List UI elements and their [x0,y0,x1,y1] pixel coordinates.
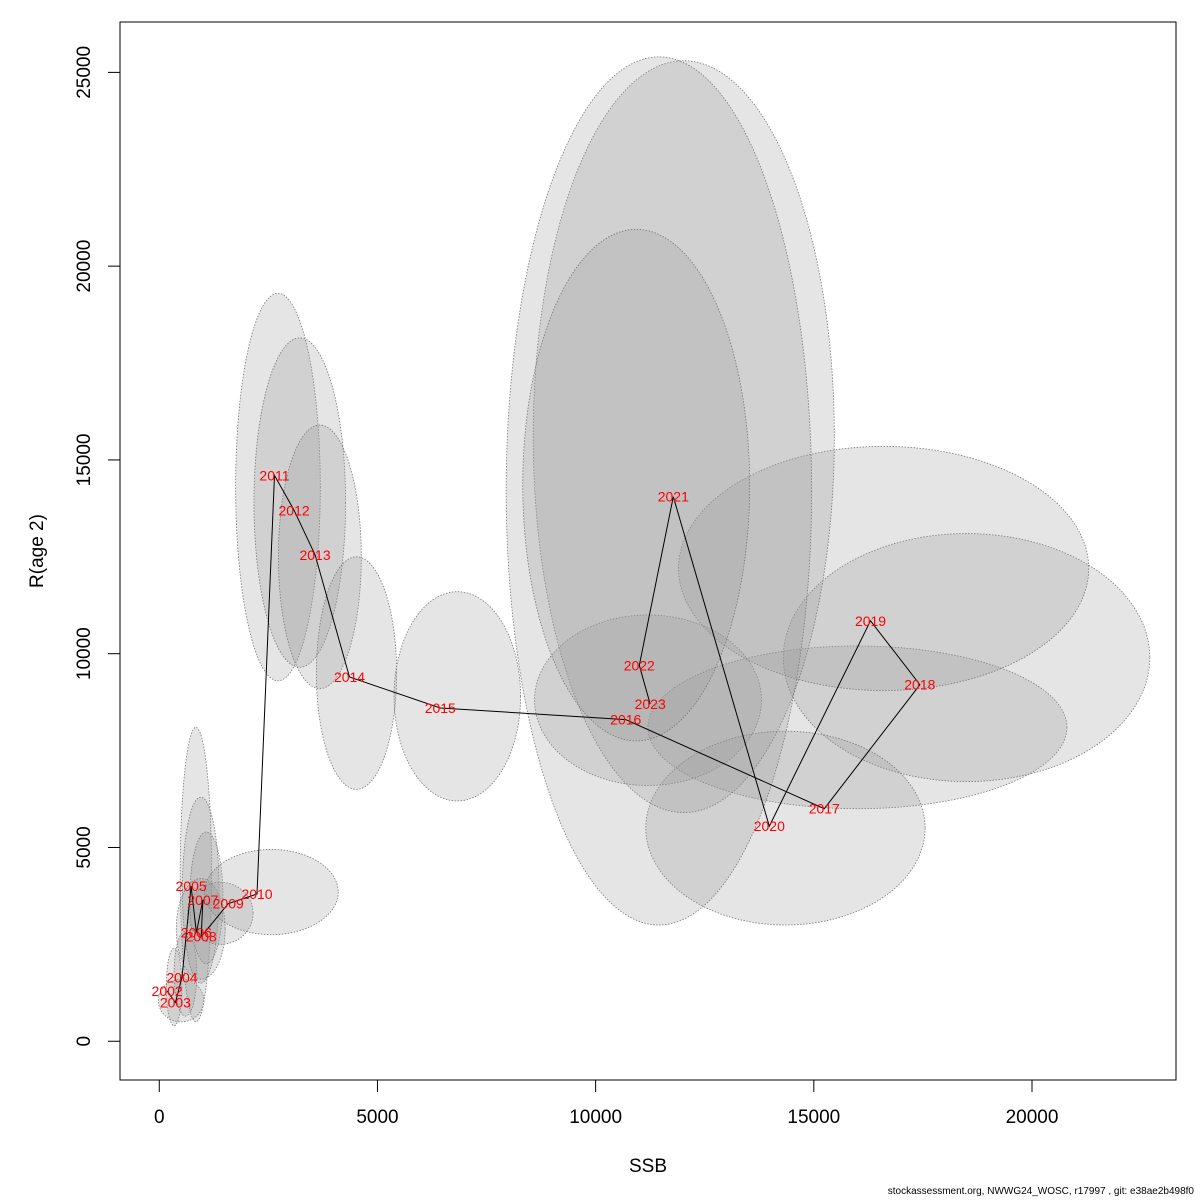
confidence-ellipse-4 [179,726,213,1023]
year-label-2015: 2015 [425,700,456,716]
year-label-2007: 2007 [187,892,218,908]
x-tick-label: 0 [154,1107,165,1128]
confidence-ellipse-17 [782,533,1151,782]
y-tick-label: 10000 [74,627,95,680]
y-tick-label: 25000 [74,46,95,99]
year-label-2008: 2008 [186,929,217,945]
year-label-2011: 2011 [259,467,289,483]
confidence-ellipse-14 [393,591,521,802]
x-tick-label: 5000 [356,1107,398,1128]
confidence-ellipse-10 [235,292,321,682]
confidence-ellipse-9 [204,849,339,936]
confidence-ellipse-3 [173,930,198,1017]
year-label-2021: 2021 [658,489,689,505]
year-label-2003: 2003 [160,994,191,1010]
footer-text: stockassessment.org, NWWG24_WOSC, r17997… [887,1186,1194,1197]
confidence-ellipse-18 [678,445,1090,691]
year-label-2012: 2012 [279,502,310,518]
year-label-2013: 2013 [299,547,330,563]
confidence-ellipses [158,56,1151,1027]
trajectory-line [166,473,921,1004]
year-label-2016: 2016 [610,712,641,728]
confidence-ellipse-19 [645,730,926,926]
year-label-2010: 2010 [241,886,272,902]
year-label-2005: 2005 [176,878,207,894]
y-tick-label: 20000 [74,240,95,293]
year-label-2023: 2023 [635,696,666,712]
year-label-2009: 2009 [213,896,244,912]
y-tick-label: 5000 [74,826,95,868]
confidence-ellipse-15 [534,614,762,786]
year-label-2002: 2002 [152,983,183,999]
x-tick-label: 15000 [787,1107,840,1128]
y-axis-label: R(age 2) [27,514,48,588]
confidence-ellipse-1 [165,947,183,1027]
year-label-2018: 2018 [904,677,935,693]
year-label-2006: 2006 [181,925,212,941]
y-tick-label: 0 [74,1036,95,1047]
confidence-ellipse-7 [175,878,226,980]
x-axis: 0 5000 10000 15000 20000 [154,1079,1059,1128]
year-label-2017: 2017 [809,801,840,817]
year-label-2014: 2014 [334,669,365,685]
confidence-ellipse-13 [315,556,398,790]
y-tick-label: 15000 [74,434,95,487]
year-label-2019: 2019 [855,613,886,629]
x-axis-label: SSB [629,1156,667,1177]
x-tick-label: 10000 [569,1107,622,1128]
year-label-2004: 2004 [166,969,197,985]
confidence-ellipse-20 [532,60,835,813]
year-label-2020: 2020 [754,818,785,834]
confidence-ellipse-5 [182,796,220,984]
x-tick-label: 20000 [1006,1107,1059,1128]
y-axis: 0 5000 10000 15000 20000 25000 [74,46,121,1047]
year-label-2022: 2022 [624,657,655,673]
confidence-ellipse-22 [522,228,751,742]
confidence-ellipse-12 [278,424,362,689]
confidence-ellipse-11 [253,337,347,668]
